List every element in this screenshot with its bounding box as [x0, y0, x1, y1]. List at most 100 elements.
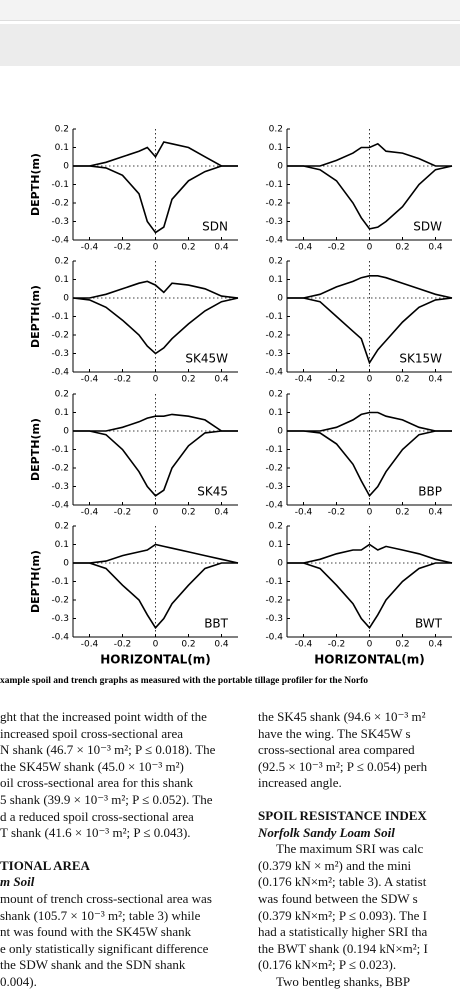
- chart-label: BBP: [418, 485, 442, 499]
- y-tick-label: -0.2: [51, 199, 69, 209]
- y-tick-label: 0: [63, 162, 69, 172]
- y-tick-label: 0: [277, 427, 283, 437]
- x-tick-label: 0: [153, 508, 159, 518]
- profile-line: [73, 165, 238, 234]
- x-tick-label: 0: [153, 640, 159, 650]
- y-tick-label: -0.2: [265, 464, 283, 474]
- x-tick-label: 0.4: [214, 508, 229, 518]
- toolbar: [0, 24, 460, 66]
- x-tick-label: 0.2: [181, 375, 195, 385]
- y-tick-label: 0: [63, 294, 69, 304]
- y-tick-label: -0.1: [51, 312, 69, 322]
- y-tick-label: -0.1: [265, 312, 283, 322]
- y-tick-label: 0.2: [269, 390, 283, 400]
- text-line: (0.176 kN×m²; P ≤ 0.023).: [258, 957, 397, 973]
- text-line: Two bentleg shanks, BBP: [276, 973, 411, 989]
- x-tick-label: 0.2: [395, 375, 409, 385]
- y-axis-label: DEPTH(m): [29, 550, 42, 613]
- text-line: Norfolk Sandy Loam Soil: [258, 824, 395, 840]
- x-tick-label: -0.2: [114, 508, 132, 518]
- y-tick-label: -0.2: [265, 199, 283, 209]
- chart-label: SDN: [202, 220, 228, 234]
- y-tick-label: 0.2: [55, 522, 69, 532]
- text-line: the SK45 shank (94.6 × 10⁻³ m²: [258, 709, 426, 724]
- y-tick-label: 0.2: [269, 522, 283, 532]
- x-tick-label: -0.2: [114, 375, 132, 385]
- text-line: 5 shank (39.9 × 10⁻³ m²; P ≤ 0.052). The: [0, 791, 213, 807]
- y-tick-label: -0.3: [51, 614, 69, 624]
- x-tick-label: -0.2: [328, 508, 346, 518]
- x-tick-label: 0.4: [214, 640, 229, 650]
- text-line: oil cross-sectional area for this shank: [0, 775, 194, 791]
- y-tick-label: -0.4: [265, 236, 283, 246]
- profile-line: [287, 543, 453, 564]
- profile-line: [73, 413, 238, 432]
- x-tick-label: -0.2: [328, 243, 346, 253]
- x-tick-label: 0.2: [181, 640, 195, 650]
- x-tick-label: 0.4: [214, 375, 229, 385]
- x-tick-label: -0.2: [328, 640, 346, 650]
- y-tick-label: 0.1: [269, 275, 283, 285]
- x-tick-label: 0.4: [428, 640, 443, 650]
- browser-bar: [0, 0, 460, 21]
- text-line: (0.379 kN × m²) and the mini: [258, 857, 412, 873]
- x-tick-label: 0: [367, 375, 373, 385]
- x-tick-label: 0.2: [181, 508, 195, 518]
- chart-label: BWT: [415, 617, 443, 631]
- y-tick-label: -0.4: [51, 501, 69, 511]
- text-line: The maximum SRI was calc: [276, 841, 424, 857]
- profile-line: [72, 297, 239, 355]
- y-tick-label: -0.4: [51, 368, 69, 378]
- y-tick-label: -0.1: [265, 577, 283, 587]
- x-tick-label: 0.2: [181, 243, 195, 253]
- x-tick-label: -0.4: [81, 640, 99, 650]
- y-tick-label: 0.1: [269, 408, 283, 418]
- y-tick-label: -0.3: [265, 614, 283, 624]
- chart-label: SDW: [413, 220, 442, 234]
- x-tick-label: 0: [153, 375, 159, 385]
- y-tick-label: -0.4: [51, 633, 69, 643]
- text-line: ght that the increased point width of th…: [0, 709, 207, 724]
- y-tick-label: 0.1: [55, 143, 69, 153]
- chart-label: BBT: [204, 617, 228, 631]
- x-tick-label: -0.4: [295, 243, 313, 253]
- y-tick-label: -0.3: [265, 482, 283, 492]
- y-tick-label: -0.1: [265, 445, 283, 455]
- y-tick-label: 0.1: [55, 408, 69, 418]
- profile-line: [287, 430, 452, 498]
- text-line: the SDW shank and the SDN shank: [0, 957, 186, 973]
- y-tick-label: -0.2: [265, 331, 283, 341]
- y-tick-label: -0.1: [51, 577, 69, 587]
- y-tick-label: -0.3: [51, 349, 69, 359]
- y-tick-label: 0.1: [55, 540, 69, 550]
- text-line: T shank (41.6 × 10⁻³ m²; P ≤ 0.043).: [0, 825, 191, 841]
- text-line: had a statistically higher SRI tha: [258, 924, 428, 940]
- text-line: have the wing. The SK45W s: [258, 725, 411, 741]
- y-tick-label: -0.4: [51, 236, 69, 246]
- x-tick-label: 0.4: [428, 375, 443, 385]
- y-tick-label: -0.3: [51, 482, 69, 492]
- profile-line: [73, 430, 238, 497]
- y-tick-label: -0.2: [265, 596, 283, 606]
- x-tick-label: -0.4: [295, 508, 313, 518]
- y-tick-label: 0.1: [55, 275, 69, 285]
- right-column: the SK45 shank (94.6 × 10⁻³ m² have the w…: [258, 709, 460, 991]
- profile-line: [287, 142, 452, 167]
- profile-line: [73, 562, 238, 630]
- y-tick-label: -0.4: [265, 633, 283, 643]
- profile-line: [287, 411, 452, 432]
- text-line: (92.5 × 10⁻³ m²; P ≤ 0.054) perh: [258, 758, 428, 774]
- x-tick-label: -0.2: [114, 640, 132, 650]
- profile-line: [287, 165, 453, 230]
- x-tick-label: -0.2: [114, 243, 132, 253]
- y-tick-label: -0.1: [51, 445, 69, 455]
- y-tick-label: -0.2: [51, 331, 69, 341]
- text-line: e only statistically significant differe…: [0, 940, 209, 956]
- y-tick-label: 0: [63, 559, 69, 569]
- text-line: N shank (46.7 × 10⁻³ m²; P ≤ 0.018). The: [0, 742, 216, 758]
- x-tick-label: 0.2: [395, 243, 409, 253]
- text-line: was found between the SDW s: [258, 890, 418, 906]
- y-tick-label: -0.4: [265, 368, 283, 378]
- text-line: TIONAL AREA: [0, 857, 90, 873]
- x-tick-label: 0.4: [428, 508, 443, 518]
